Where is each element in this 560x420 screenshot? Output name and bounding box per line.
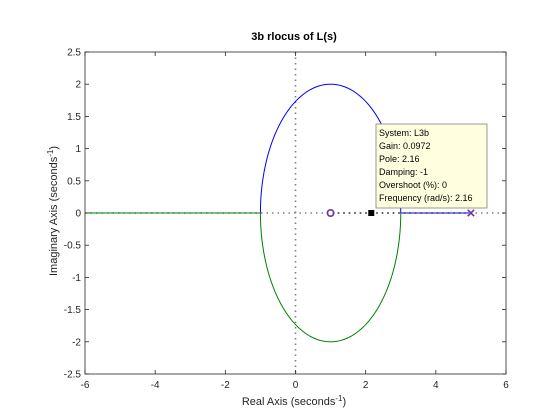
data-tip-line: System: L3b: [379, 128, 429, 138]
x-tick-label: -4: [151, 380, 160, 391]
x-tick-label: -6: [81, 380, 90, 391]
pole-marker: [467, 209, 475, 217]
y-tick-label: 1.5: [67, 112, 81, 123]
x-tick-label: 4: [433, 380, 439, 391]
x-tick-label: 0: [293, 380, 299, 391]
y-tick-label: -1.5: [64, 305, 82, 316]
origin-axes: [85, 52, 506, 374]
y-tick-label: 1: [75, 144, 81, 155]
x-tick-label: -2: [221, 380, 230, 391]
x-axis-label: Real Axis (seconds-1): [242, 394, 346, 408]
selected-point-marker: [368, 210, 375, 216]
data-tip-line: Damping: -1: [379, 167, 428, 177]
pole-cross-b: [467, 209, 475, 217]
x-tick-label: 2: [363, 380, 369, 391]
y-tick-label: -2.5: [64, 370, 82, 381]
locus-branch-2: [259, 212, 402, 343]
y-axis-label-close: ): [48, 146, 60, 150]
y-tick-label: 0: [75, 209, 81, 220]
pole-zero-markers: [326, 209, 475, 218]
y-axis-label: Imaginary Axis (seconds-1): [46, 146, 60, 276]
y-tick-label: -1: [72, 273, 81, 284]
y-axis-label-text: Imaginary Axis (seconds: [48, 156, 60, 276]
x-axis-label-exponent: -1: [335, 394, 343, 403]
y-tick-label: 0.5: [67, 176, 81, 187]
data-tip-line: Gain: 0.0972: [379, 141, 431, 151]
y-tick-label: -2: [72, 337, 81, 348]
axis-ticks: -6 -4 -2 0 2 4 6 -2.5 -2 -1.5 -1 -0.5 0 0.5 1 1.5 2 2.5: [64, 48, 509, 392]
x-axis-label-close: ): [343, 396, 347, 408]
data-tip-box: [375, 123, 488, 209]
y-tick-label: 2.5: [67, 48, 81, 59]
zero-marker: [326, 209, 335, 218]
data-tip-line: Overshoot (%): 0: [379, 180, 447, 190]
chart-title: 3b rlocus of L(s): [251, 31, 337, 43]
data-tip-line: Frequency (rad/s): 2.16: [379, 193, 473, 203]
y-tick-label: 2: [75, 80, 81, 91]
y-axis-label-exponent: -1: [46, 149, 55, 157]
data-tip-line: Pole: 2.16: [379, 154, 420, 164]
plot-area[interactable]: -6 -4 -2 0 2 4 6 -2.5 -2 -1.5 -1 -0.5 0 0.5 1 1.5 2 2.5: [64, 48, 509, 392]
x-tick-label: 6: [503, 380, 509, 391]
x-axis-label-text: Real Axis (seconds: [242, 396, 336, 408]
y-tick-label: -0.5: [64, 241, 82, 252]
data-tip[interactable]: System: L3b Gain: 0.0972 Pole: 2.16 Damping…: [375, 123, 488, 209]
